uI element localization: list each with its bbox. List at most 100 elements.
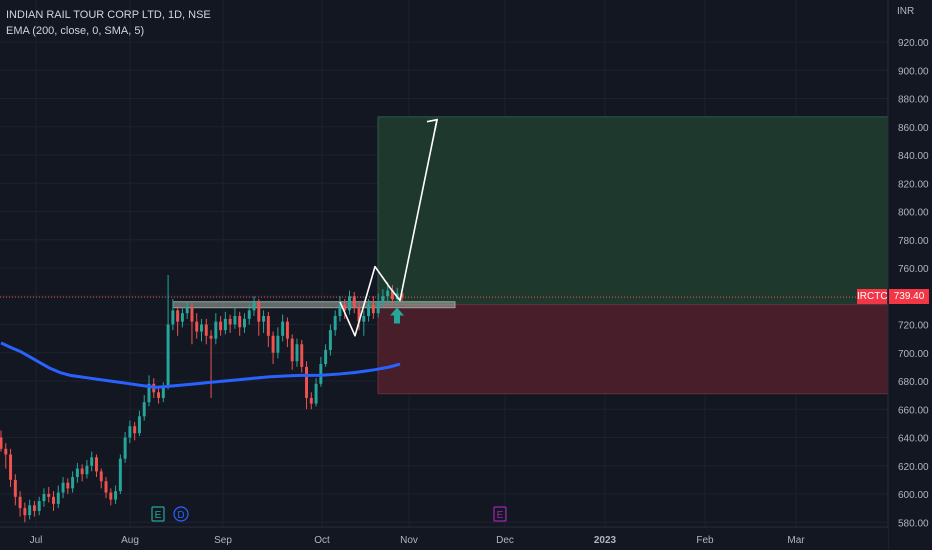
candle xyxy=(285,317,289,348)
candle xyxy=(61,477,65,499)
candle-body xyxy=(257,301,261,322)
candle xyxy=(247,304,251,325)
price-tick-label: 820.00 xyxy=(898,179,929,190)
last-price-tag: 739.40 xyxy=(889,289,929,304)
candle xyxy=(290,334,294,370)
time-tick-label: Dec xyxy=(496,535,514,546)
candle-body xyxy=(252,301,256,311)
candle xyxy=(147,375,151,407)
event-marker[interactable]: D xyxy=(173,506,189,522)
candle xyxy=(209,330,213,398)
candle-body xyxy=(285,321,289,339)
candle xyxy=(195,313,199,339)
candle-body xyxy=(238,316,242,328)
candle xyxy=(371,296,375,319)
candle xyxy=(328,324,332,356)
candle xyxy=(32,501,36,517)
candle xyxy=(257,299,261,336)
candle xyxy=(271,331,275,365)
candle xyxy=(157,386,161,404)
buy-signal-arrow-icon xyxy=(390,307,404,324)
symbol-title[interactable]: INDIAN RAIL TOUR CORP LTD, 1D, NSE xyxy=(6,9,211,21)
candle xyxy=(18,491,22,517)
price-tick-label: 660.00 xyxy=(898,405,929,416)
candle xyxy=(123,431,127,463)
candle-body xyxy=(209,335,213,339)
candle-body xyxy=(42,494,46,502)
candle xyxy=(381,289,385,308)
chart-legend: INDIAN RAIL TOUR CORP LTD, 1D, NSE EMA (… xyxy=(6,7,211,39)
candle-body xyxy=(128,426,132,438)
price-tick-label: 680.00 xyxy=(898,377,929,388)
event-marker[interactable]: E xyxy=(493,506,507,522)
candle xyxy=(9,448,13,487)
candle xyxy=(300,340,304,373)
candle-body xyxy=(314,383,318,404)
candle xyxy=(219,316,223,336)
candle-body xyxy=(85,465,89,475)
candle-body xyxy=(157,392,161,398)
candle-body xyxy=(61,482,65,493)
candle-body xyxy=(376,301,380,314)
candle-body xyxy=(262,316,266,322)
price-tick-label: 800.00 xyxy=(898,208,929,219)
candle xyxy=(4,443,8,469)
candle-body xyxy=(166,324,170,387)
candle-body xyxy=(242,318,246,328)
candle xyxy=(94,454,98,478)
price-tick-label: 600.00 xyxy=(898,490,929,501)
candle xyxy=(23,502,27,523)
earnings-marker-icon xyxy=(493,506,507,522)
candle xyxy=(352,292,356,314)
candle-body xyxy=(367,304,371,317)
candle-body xyxy=(23,508,27,516)
candle xyxy=(166,275,170,390)
candle-body xyxy=(195,321,199,332)
candle-body xyxy=(142,402,146,417)
candle-body xyxy=(47,494,51,497)
candle xyxy=(71,471,75,493)
time-tick-label: Nov xyxy=(400,535,418,546)
candle-body xyxy=(247,310,251,319)
candle xyxy=(295,338,299,367)
candle-body xyxy=(309,397,313,404)
candle xyxy=(47,486,51,503)
candle-body xyxy=(66,482,70,489)
candle-body xyxy=(300,344,304,367)
candle-body xyxy=(56,492,60,504)
candle-body xyxy=(348,296,351,311)
price-scale-panel xyxy=(888,0,932,550)
candle xyxy=(13,474,17,506)
candle-body xyxy=(214,321,218,339)
time-tick-label: Jul xyxy=(30,535,43,546)
candle xyxy=(214,313,218,345)
candle xyxy=(142,395,146,421)
candle-body xyxy=(271,335,275,353)
candle-body xyxy=(305,366,309,398)
candle-body xyxy=(18,496,22,509)
candle-body xyxy=(204,324,208,336)
candle xyxy=(128,420,132,444)
candle-body xyxy=(133,426,137,434)
candle xyxy=(66,478,70,494)
candle-body xyxy=(114,491,118,500)
time-tick-label: Mar xyxy=(787,535,805,546)
candle-body xyxy=(281,321,285,336)
candle-body xyxy=(180,313,184,322)
candle xyxy=(333,310,337,336)
stop-loss-zone xyxy=(377,304,889,395)
event-marker[interactable]: E xyxy=(151,506,165,522)
price-tick-label: 880.00 xyxy=(898,95,929,106)
candle-body xyxy=(338,304,342,317)
candle xyxy=(52,491,55,511)
candle-body xyxy=(71,477,75,489)
candle xyxy=(367,299,371,322)
candle-body xyxy=(37,501,41,511)
currency-label[interactable]: INR xyxy=(897,6,915,17)
candle xyxy=(223,311,227,335)
candle-body xyxy=(118,458,122,492)
candle-body xyxy=(295,344,299,362)
time-scale-panel xyxy=(0,527,888,550)
ema-indicator-label[interactable]: EMA (200, close, 0, SMA, 5) xyxy=(6,25,145,37)
